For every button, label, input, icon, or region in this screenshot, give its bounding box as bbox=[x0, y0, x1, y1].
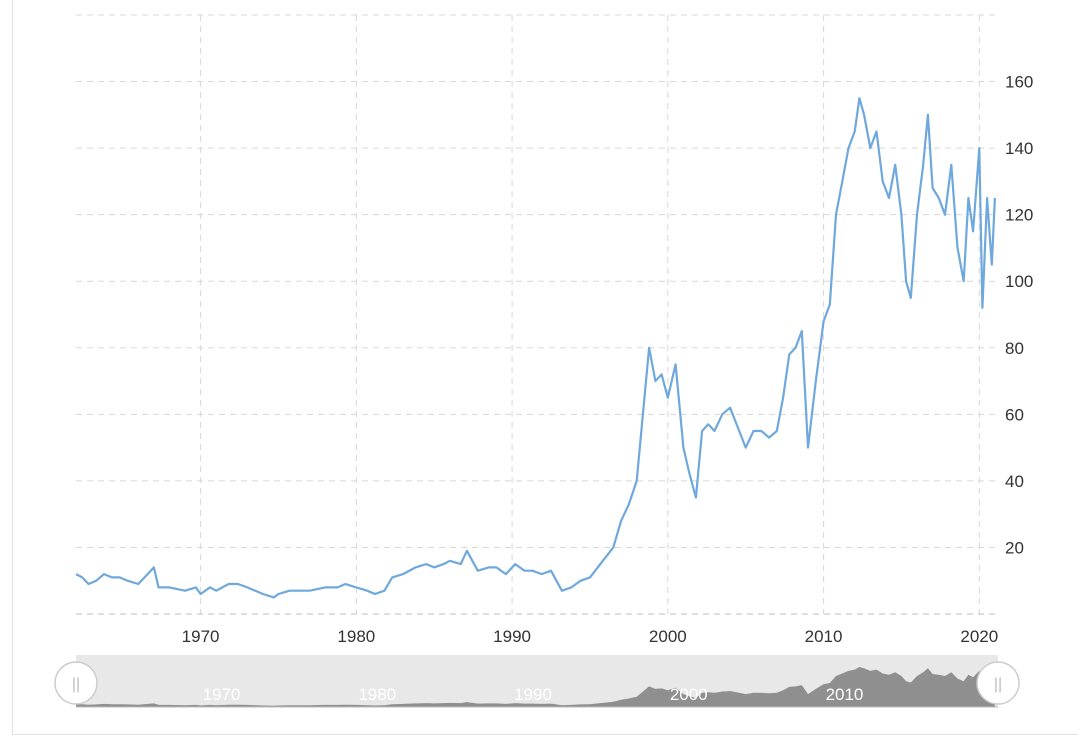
y-tick-label: 140 bbox=[1005, 139, 1033, 158]
navigator-tick-label: 1970 bbox=[203, 685, 241, 704]
x-tick-label: 2000 bbox=[649, 627, 687, 646]
y-tick-label: 120 bbox=[1005, 206, 1033, 225]
navigator-tick-label: 2010 bbox=[826, 685, 864, 704]
chart-frame bbox=[12, 0, 1078, 735]
left-handle-glyph: || bbox=[72, 676, 80, 693]
x-tick-label: 2010 bbox=[805, 627, 843, 646]
range-navigator[interactable]: 1970 1980 1990 2000 2010 || || bbox=[54, 655, 1020, 708]
x-axis-ticks: 1970 1980 1990 2000 2010 2020 bbox=[182, 627, 999, 646]
y-axis-ticks: 20 40 60 80 100 120 140 160 bbox=[1005, 73, 1033, 558]
grip-lines-icon[interactable] bbox=[54, 661, 98, 705]
navigator-right-handle[interactable]: || bbox=[976, 661, 1020, 705]
series-line bbox=[75, 97, 996, 599]
navigator-left-handle[interactable]: || bbox=[54, 661, 98, 705]
x-tick-label: 2020 bbox=[960, 627, 998, 646]
y-tick-label: 40 bbox=[1005, 472, 1024, 491]
y-tick-label: 80 bbox=[1005, 339, 1024, 358]
y-tick-label: 100 bbox=[1005, 272, 1033, 291]
grip-lines-icon[interactable] bbox=[976, 661, 1020, 705]
right-handle-glyph: || bbox=[994, 676, 1002, 693]
navigator-tick-label: 1990 bbox=[514, 685, 552, 704]
navigator-tick-label: 2000 bbox=[670, 685, 708, 704]
navigator-area bbox=[76, 667, 995, 707]
x-tick-label: 1970 bbox=[182, 627, 220, 646]
y-tick-label: 60 bbox=[1005, 405, 1024, 424]
navigator-ticks: 1970 1980 1990 2000 2010 bbox=[203, 685, 864, 704]
navigator-tick-label: 1980 bbox=[358, 685, 396, 704]
y-tick-label: 160 bbox=[1005, 73, 1033, 92]
gridlines bbox=[76, 14, 998, 614]
x-tick-label: 1990 bbox=[493, 627, 531, 646]
x-tick-label: 1980 bbox=[337, 627, 375, 646]
y-tick-label: 20 bbox=[1005, 538, 1024, 557]
